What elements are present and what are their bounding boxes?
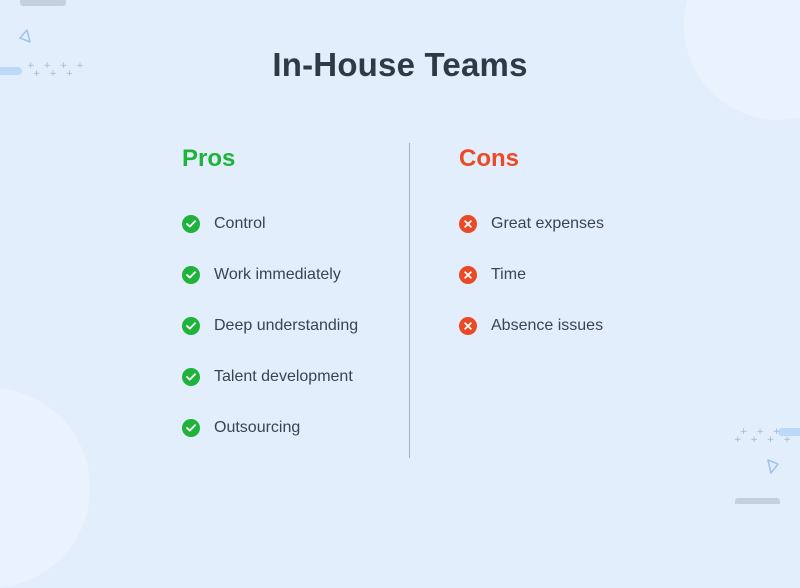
pros-item: Outsourcing	[182, 413, 358, 443]
x-circle-icon	[459, 266, 477, 284]
pros-column: Pros Control Work immediately Deep underst…	[182, 144, 358, 464]
cons-heading: Cons	[459, 145, 519, 172]
check-circle-icon	[182, 419, 200, 437]
triangle-outline-icon	[19, 29, 31, 43]
decorative-tab	[20, 0, 66, 6]
decorative-dots: + + + + + + +	[27, 61, 87, 79]
pros-item: Work immediately	[182, 260, 358, 290]
decorative-dots: + + + + + + +	[734, 427, 794, 445]
decorative-pill	[0, 67, 22, 75]
pros-item: Talent development	[182, 362, 358, 392]
check-circle-icon	[182, 368, 200, 386]
pros-item: Control	[182, 209, 358, 239]
x-circle-icon	[459, 215, 477, 233]
cons-list: Great expenses Time Absence issues	[459, 209, 604, 341]
pros-list: Control Work immediately Deep understandin…	[182, 209, 358, 443]
triangle-outline-icon	[767, 459, 779, 474]
check-circle-icon	[182, 215, 200, 233]
pros-item-label: Work immediately	[214, 266, 341, 283]
pros-item-label: Deep understanding	[214, 317, 359, 334]
cons-item: Absence issues	[459, 311, 604, 341]
pros-heading: Pros	[182, 145, 236, 172]
check-circle-icon	[182, 317, 200, 335]
pros-item-label: Control	[214, 215, 266, 232]
decorative-tab	[735, 498, 780, 504]
decorative-pill	[778, 428, 800, 436]
cons-column: Cons Great expenses Time Absence issues	[459, 144, 604, 362]
check-circle-icon	[182, 266, 200, 284]
cons-item-label: Time	[491, 266, 526, 283]
cons-item: Great expenses	[459, 209, 604, 239]
page-title: In-House Teams	[272, 46, 528, 83]
cons-item-label: Great expenses	[491, 215, 604, 232]
background-blob	[0, 388, 90, 588]
cons-item-label: Absence issues	[491, 317, 604, 334]
column-divider	[409, 143, 410, 458]
pros-item: Deep understanding	[182, 311, 358, 341]
pros-item-label: Outsourcing	[214, 419, 301, 436]
cons-item: Time	[459, 260, 604, 290]
pros-item-label: Talent development	[214, 368, 353, 385]
x-circle-icon	[459, 317, 477, 335]
